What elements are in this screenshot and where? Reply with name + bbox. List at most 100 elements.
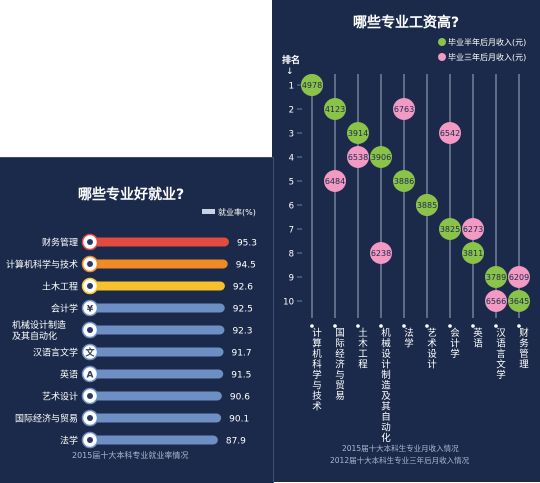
bar-value-label: 92.3 (232, 327, 252, 337)
point-value-label: 3886 (394, 177, 414, 186)
six-month-point: 4978 (301, 74, 323, 96)
icon-glyph-dot (87, 437, 93, 443)
six-month-point: 4123 (324, 98, 346, 120)
point-circle (393, 170, 415, 192)
point-value-label: 3906 (371, 153, 391, 162)
three-year-point: 6209 (508, 266, 530, 288)
major-label: 机械设计制造及其自动化 (381, 327, 391, 444)
employment-bar (86, 303, 225, 313)
point-circle (416, 194, 438, 216)
employment-bar (86, 281, 225, 291)
icon-glyph-dot (87, 239, 93, 245)
employment-row: 英语 A 91.5 (60, 365, 251, 383)
employment-bar (86, 325, 225, 335)
legend-label-employment: 就业率(%) (218, 207, 256, 217)
bar-value-label: 91.5 (231, 371, 251, 381)
rank-axis-arrow: ↓ (286, 67, 294, 77)
point-value-label: 3645 (509, 297, 529, 306)
point-value-label: 3825 (440, 225, 460, 234)
major-column-marker (494, 324, 498, 328)
point-circle (485, 290, 507, 312)
point-value-label: 6484 (325, 177, 345, 186)
bar-category-label: 法学 (60, 435, 78, 447)
major-label: 法学 (404, 327, 414, 350)
point-circle (462, 218, 484, 240)
six-month-point: 3886 (393, 170, 415, 192)
employment-bar (86, 369, 224, 379)
bar-category-label: 艺术设计 (42, 391, 78, 403)
major-label: 会计学 (450, 327, 460, 360)
point-circle (347, 122, 369, 144)
employment-chart-panel: 就业率(%) 财务管理 95.3 计算机科学与技术 94.5 土木工程 92.6 会计学 ¥92… (0, 157, 274, 483)
major-column-marker (379, 324, 383, 328)
three-year-point: 6484 (324, 170, 346, 192)
major-column-marker (356, 324, 360, 328)
bar-value-label: 90.1 (229, 415, 249, 425)
icon-glyph-dot (87, 415, 93, 421)
employment-row: 计算机科学与技术 94.5 (6, 255, 256, 273)
rank-tick-label: 9 (289, 274, 294, 284)
rank-tick-label: 7 (289, 226, 294, 236)
bar-value-label: 91.7 (232, 349, 252, 359)
six-month-point: 3906 (370, 146, 392, 168)
three-year-point: 6763 (393, 98, 415, 120)
six-month-point: 3825 (439, 218, 461, 240)
major-column-marker (425, 324, 429, 328)
point-circle (370, 242, 392, 264)
major-column-marker (517, 324, 521, 328)
point-value-label: 3789 (486, 273, 506, 282)
icon-glyph: A (87, 371, 94, 381)
point-value-label: 6209 (509, 273, 529, 282)
icon-glyph-dot (87, 261, 93, 267)
point-value-label: 6238 (371, 249, 391, 258)
text-icon (81, 343, 99, 361)
point-circle (439, 122, 461, 144)
major-label: 英语 (473, 327, 483, 350)
major-label: 国际经济与贸易 (335, 328, 345, 402)
bar-category-label: 汉语言文学 (33, 347, 78, 359)
rank-tick-label: 10 (283, 298, 294, 308)
point-circle (324, 98, 346, 120)
bar-value-label: 87.9 (226, 437, 246, 447)
legend-item-six-month: 毕业半年后月收入(元) (438, 37, 526, 48)
legend-label-three-year: 毕业三年后月收入(元) (448, 53, 527, 62)
bar-category-label: 英语 (60, 369, 78, 381)
salary-chart-title: 哪些专业工资高? (353, 15, 460, 31)
letter-a-icon (81, 365, 99, 383)
bar-value-label: 94.5 (236, 261, 256, 271)
rank-tick-label: 5 (289, 178, 294, 188)
point-value-label: 4123 (325, 105, 345, 114)
point-circle (439, 218, 461, 240)
employment-row: 财务管理 95.3 (42, 233, 257, 251)
point-value-label: 6566 (486, 297, 506, 306)
major-column-marker (333, 324, 337, 328)
point-circle (370, 146, 392, 168)
three-year-point: 6273 (462, 218, 484, 240)
bar-value-label: 92.6 (233, 283, 253, 293)
legend-swatch-employment (202, 209, 215, 214)
point-circle (508, 266, 530, 288)
bar-category-label: 计算机科学与技术 (6, 259, 78, 271)
three-year-point: 6566 (485, 290, 507, 312)
point-circle (485, 266, 507, 288)
point-value-label: 6273 (463, 225, 483, 234)
six-month-point: 3789 (485, 266, 507, 288)
rank-tick-label: 8 (289, 250, 294, 260)
major-column-marker (471, 324, 475, 328)
employment-row: 土木工程 92.6 (42, 277, 253, 295)
six-month-point: 3914 (347, 122, 369, 144)
employment-bar (86, 347, 224, 357)
point-value-label: 6763 (394, 105, 414, 114)
rank-tick-label: 6 (289, 202, 294, 212)
yen-icon (81, 299, 99, 317)
major-label: 计算机科学与技术 (312, 327, 322, 413)
major-column-marker (448, 324, 452, 328)
major-column-marker (402, 324, 406, 328)
employment-row: 汉语言文学文 91.7 (33, 343, 252, 361)
three-year-point: 6238 (370, 242, 392, 264)
icon-glyph-dot (87, 327, 93, 333)
rank-tick-label: 1 (289, 82, 294, 92)
employment-bar (86, 237, 229, 247)
major-column-marker (310, 324, 314, 328)
three-year-point: 6538 (347, 146, 369, 168)
